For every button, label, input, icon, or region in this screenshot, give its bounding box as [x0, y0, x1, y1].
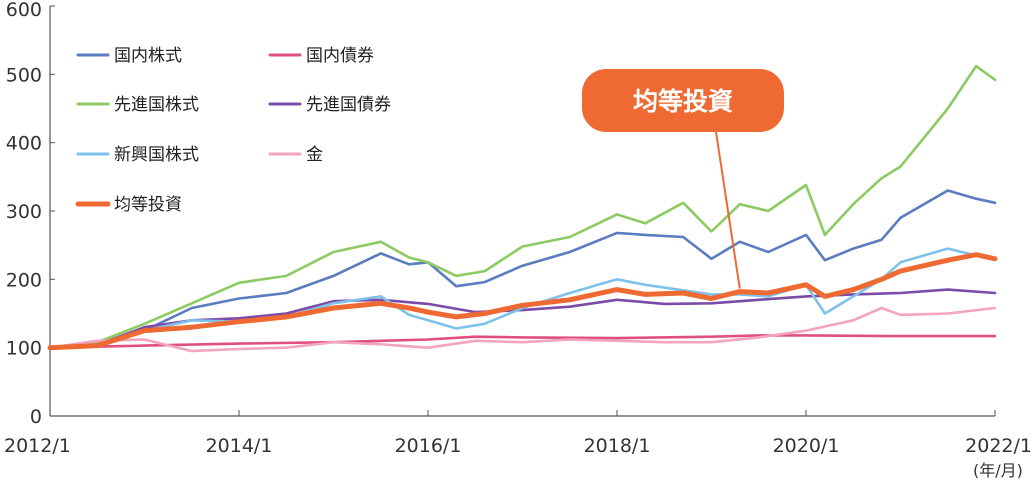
y-tick-label: 100 — [6, 338, 42, 360]
legend-label: 国内債券 — [306, 46, 374, 66]
legend-item: 均等投資 — [75, 195, 182, 215]
callout-label: 均等投資 — [633, 87, 733, 116]
callout: 均等投資 — [582, 69, 784, 289]
legend-label: 新興国株式 — [114, 145, 199, 165]
x-tick-label: 2012/1 — [4, 435, 71, 457]
legend-label: 均等投資 — [114, 195, 182, 215]
x-tick-label: 2018/1 — [584, 435, 651, 457]
series-line-金 — [48, 306, 997, 353]
series-line-均等投資 — [47, 252, 998, 351]
y-tick-label: 0 — [30, 406, 42, 428]
series-line-国内株式 — [48, 189, 997, 349]
legend-label: 金 — [306, 145, 323, 165]
x-tick-label: 2022/1 — [965, 435, 1032, 457]
legend-item: 先進国債券 — [268, 95, 391, 115]
axes — [49, 6, 995, 417]
y-tick-label: 300 — [6, 201, 42, 223]
callout-pointer — [715, 131, 741, 289]
callout-box — [582, 69, 784, 132]
y-tick-label: 400 — [6, 133, 42, 155]
legend-item: 先進国株式 — [76, 95, 199, 115]
legend-item: 国内債券 — [268, 46, 374, 66]
series-line-国内債券 — [48, 334, 997, 349]
series-line-先進国株式 — [48, 64, 997, 349]
legend-item: 金 — [268, 145, 323, 165]
y-tick-label: 200 — [6, 269, 42, 291]
x-tick-label: 2016/1 — [395, 435, 462, 457]
legend-label: 先進国債券 — [306, 95, 391, 115]
x-tick-label: 2020/1 — [773, 435, 840, 457]
legend-label: 先進国株式 — [114, 95, 199, 115]
x-tick-label: 2014/1 — [206, 435, 273, 457]
x-unit-label: (年/月) — [973, 461, 1023, 480]
y-ticks: 0 100 200 300 400 500 600 — [6, 0, 55, 428]
x-ticks: 2012/1 2014/1 2016/1 2018/1 2020/1 2022/1 — [4, 410, 1032, 457]
y-tick-label: 500 — [6, 64, 42, 86]
legend-item: 新興国株式 — [76, 145, 199, 165]
legend-label: 国内株式 — [114, 46, 182, 66]
series-lines — [47, 64, 998, 353]
series-line-新興国株式 — [48, 247, 997, 349]
y-tick-label: 600 — [6, 0, 42, 21]
legend-item: 国内株式 — [76, 46, 182, 66]
series-line-先進国債券 — [48, 288, 997, 349]
